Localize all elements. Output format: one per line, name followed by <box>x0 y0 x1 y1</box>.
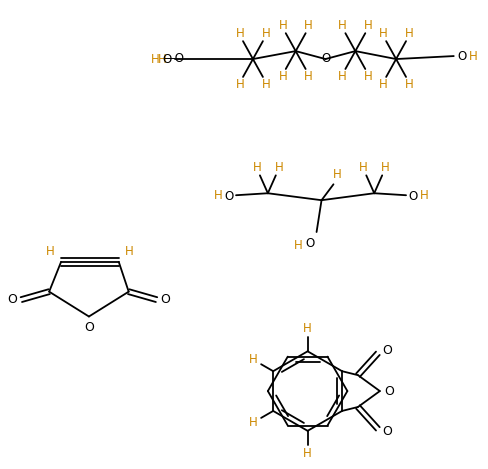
Text: —O: —O <box>163 52 183 65</box>
Text: H: H <box>378 78 387 91</box>
Text: H: H <box>274 161 283 174</box>
Text: H: H <box>363 70 372 83</box>
Text: O: O <box>160 293 170 306</box>
Text: H: H <box>235 78 244 91</box>
Text: H: H <box>248 416 257 429</box>
Text: H: H <box>380 161 389 174</box>
Text: H: H <box>404 27 412 40</box>
Text: H: H <box>235 27 244 40</box>
Text: H: H <box>419 189 427 202</box>
Text: O: O <box>7 293 17 306</box>
Text: H: H <box>46 245 55 258</box>
Text: O: O <box>456 50 466 62</box>
Text: O: O <box>305 237 314 250</box>
Text: H: H <box>294 240 303 252</box>
Text: O: O <box>381 425 391 439</box>
Text: H: H <box>213 189 222 202</box>
Text: H: H <box>261 78 270 91</box>
Text: O: O <box>320 52 329 65</box>
Text: H: H <box>468 50 477 62</box>
Text: H: H <box>303 447 311 460</box>
Text: H: H <box>125 245 134 258</box>
Text: H: H <box>158 53 166 66</box>
Text: H: H <box>404 78 412 91</box>
Text: H: H <box>261 27 270 40</box>
Text: H: H <box>304 19 312 32</box>
Text: O: O <box>163 53 172 66</box>
Text: H: H <box>358 161 367 174</box>
Text: H: H <box>304 70 312 83</box>
Text: H: H <box>378 27 387 40</box>
Text: H: H <box>303 322 311 335</box>
Text: H: H <box>151 53 160 66</box>
Text: H: H <box>363 19 372 32</box>
Text: H: H <box>278 70 286 83</box>
Text: H: H <box>332 168 341 181</box>
Text: H: H <box>252 161 261 174</box>
Text: O: O <box>381 344 391 357</box>
Text: H: H <box>337 19 346 32</box>
Text: O: O <box>407 190 417 203</box>
Text: O: O <box>224 190 233 203</box>
Text: O: O <box>84 321 94 334</box>
Text: H: H <box>278 19 286 32</box>
Text: H: H <box>248 353 257 366</box>
Text: H: H <box>337 70 346 83</box>
Text: O: O <box>383 385 393 398</box>
